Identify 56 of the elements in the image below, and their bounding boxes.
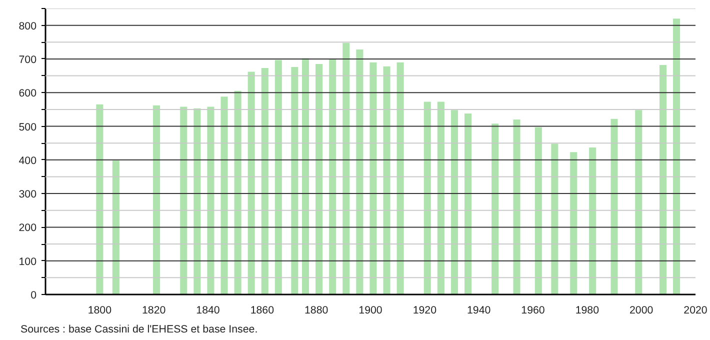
bar [673,18,680,294]
bar [370,62,377,294]
bar [534,127,542,294]
x-tick-label: 1960 [521,304,545,316]
bar [342,42,350,294]
bar [194,108,201,294]
bar [112,160,120,294]
bar [659,65,667,294]
bar [513,120,520,294]
bar [356,50,364,294]
bar [437,102,444,294]
bar [570,152,578,294]
x-tick-label: 2020 [684,304,708,316]
bar [589,147,596,294]
x-tick-label: 1800 [88,304,112,316]
source-note: Sources : base Cassini de l'EHESS et base Insee. [20,324,258,336]
y-tick-label: 0 [30,290,37,302]
bar [396,62,404,294]
bar [302,58,310,294]
bar [207,106,214,294]
x-tick-label: 2000 [629,304,654,316]
bar [261,68,268,294]
x-tick-label: 1860 [250,304,274,316]
bar [492,124,499,294]
x-tick-label: 1840 [196,304,220,316]
bar [450,110,458,294]
bar [220,96,228,294]
y-tick-label: 600 [18,88,37,100]
x-tick-label: 1880 [304,304,328,316]
bar [424,102,431,294]
bar [291,67,298,294]
x-tick-label: 1820 [142,304,166,316]
bar [610,118,618,294]
bar [274,60,282,294]
bar [180,106,188,294]
x-tick-label: 1940 [466,304,491,316]
bar [96,104,104,294]
x-tick-label: 1920 [412,304,437,316]
bar [234,90,242,294]
x-tick-label: 1980 [575,304,600,316]
y-tick-label: 500 [18,121,37,134]
bar [248,72,255,294]
bar [383,66,390,294]
y-tick-label: 300 [18,188,37,201]
bar [316,64,323,294]
y-tick-label: 700 [18,54,37,66]
y-tick-label: 100 [18,256,37,268]
bar [551,144,558,294]
y-tick-label: 200 [18,222,37,234]
bar [329,58,336,294]
bar [153,105,160,294]
bar [635,110,642,294]
y-tick-label: 800 [18,20,37,32]
bar [464,113,472,294]
y-tick-label: 400 [18,154,37,167]
x-tick-label: 1900 [358,304,382,316]
